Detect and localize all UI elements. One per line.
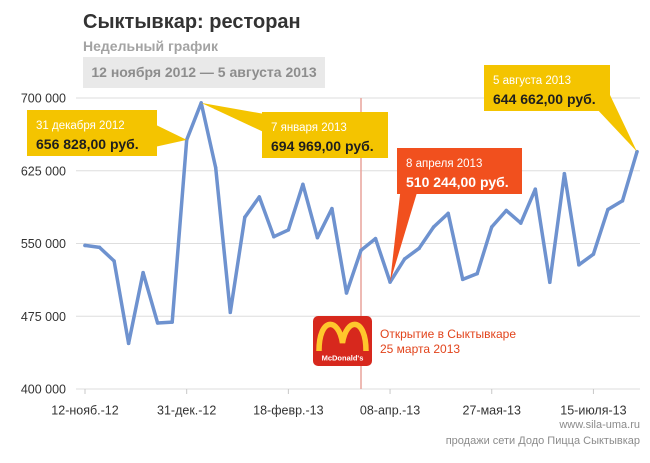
x-tick-label: 15-июля-13 [560, 404, 626, 418]
callout-date-label: 5 августа 2013 [493, 75, 571, 87]
callout: 31 декабря 2012 656 828,00 руб. [27, 110, 187, 156]
data-point [359, 248, 363, 253]
x-axis: 12-нояб.-12 31-дек.-12 18-февр.-13 08-апр.-… [51, 389, 627, 418]
data-point [83, 243, 87, 248]
callout-pointer [390, 186, 419, 283]
x-tick-label: 18-февр.-13 [253, 404, 323, 418]
source-note: продажи сети Додо Пицца Сыктывкар [445, 435, 640, 447]
callout-box [397, 148, 522, 194]
callout-value-label: 656 828,00 руб. [36, 136, 139, 152]
callout-box [484, 65, 610, 111]
callout-pointer [150, 122, 187, 148]
data-point [301, 182, 305, 187]
series-points [83, 101, 639, 346]
golden-arches-icon [316, 321, 369, 352]
x-tick-label: 27-мая-13 [463, 404, 521, 418]
callout-date-label: 31 декабря 2012 [36, 120, 125, 132]
data-point [606, 207, 610, 212]
callout-date-label: 7 января 2013 [271, 122, 347, 134]
x-tick-label: 31-дек.-12 [157, 404, 216, 418]
data-point [97, 245, 102, 250]
y-tick-label: 550 000 [21, 237, 66, 251]
y-tick-label: 625 000 [21, 164, 66, 178]
logo-wordmark: McDonald's [322, 354, 364, 363]
data-point [591, 252, 596, 256]
event-label: Открытие в Сыктывкаре [380, 327, 516, 341]
data-point [286, 228, 291, 232]
callout-box [27, 110, 157, 156]
data-point [155, 321, 160, 325]
data-point [228, 310, 233, 315]
data-point [213, 166, 218, 170]
data-point [257, 195, 262, 199]
callout-pointer [201, 102, 270, 135]
data-point [126, 341, 131, 346]
data-point [170, 320, 174, 324]
x-tick-label: 12-нояб.-12 [51, 404, 118, 418]
data-point [330, 206, 334, 211]
y-tick-label: 475 000 [21, 310, 66, 324]
data-point [272, 234, 276, 239]
callout: 5 августа 2013 644 662,00 руб. [484, 65, 637, 152]
chart-title: Сыктывкар: ресторан [83, 11, 301, 33]
data-point [577, 263, 581, 267]
chart-subtitle: Недельный график [83, 38, 219, 54]
data-point [141, 270, 145, 275]
data-point [533, 187, 538, 191]
y-tick-label: 700 000 [21, 92, 66, 106]
data-point [475, 271, 479, 276]
y-tick-label: 400 000 [21, 383, 66, 397]
data-point [519, 221, 523, 225]
callout-box [262, 112, 388, 158]
data-point [489, 225, 494, 229]
data-point [344, 291, 349, 295]
callout: 8 апреля 2013 510 244,00 руб. [390, 148, 522, 283]
event-date-label: 25 марта 2013 [380, 342, 460, 356]
callout-date-label: 8 апреля 2013 [406, 158, 482, 170]
date-range-badge: 12 ноября 2012 — 5 августа 2013 [83, 57, 325, 88]
source-site: www.sila-uma.ru [559, 419, 640, 431]
x-tick-label: 08-апр.-13 [360, 404, 420, 418]
data-point [373, 236, 378, 241]
data-point [620, 199, 625, 203]
data-point [504, 208, 509, 213]
data-point [243, 215, 247, 220]
callout: 7 января 2013 694 969,00 руб. [201, 102, 388, 158]
callout-value-label: 644 662,00 руб. [493, 91, 596, 107]
data-point [417, 246, 421, 251]
data-point [112, 259, 116, 263]
data-point [460, 277, 465, 282]
data-point [402, 257, 407, 261]
mcdonalds-logo: McDonald's [313, 316, 372, 366]
data-point [562, 171, 567, 176]
callout-value-label: 510 244,00 руб. [406, 174, 509, 190]
data-point [431, 225, 436, 229]
callout-value-label: 694 969,00 руб. [271, 138, 374, 154]
data-point [315, 235, 320, 240]
data-point [446, 211, 450, 216]
data-point [548, 280, 552, 285]
